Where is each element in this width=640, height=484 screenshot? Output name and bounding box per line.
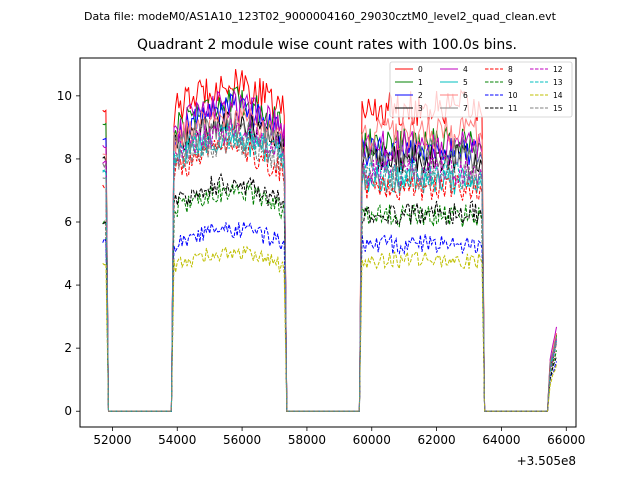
x-tick-label: 58000	[288, 433, 326, 447]
legend-label-12: 12	[553, 65, 563, 74]
legend-label-11: 11	[508, 104, 518, 113]
series-line-3	[102, 111, 557, 412]
legend-label-5: 5	[463, 78, 468, 87]
series-line-9	[102, 181, 557, 412]
x-tick-label: 64000	[482, 433, 520, 447]
axis-ticks: 52000 54000 56000 58000 60000 62000 64000 66000…	[57, 89, 586, 447]
series-line-11	[102, 172, 557, 412]
legend-label-14: 14	[553, 91, 563, 100]
series-line-7	[102, 112, 557, 412]
legend-label-2: 2	[418, 91, 423, 100]
y-tick-label: 8	[64, 152, 72, 166]
x-tick-label: 66000	[547, 433, 585, 447]
legend-label-1: 1	[418, 78, 423, 87]
legend-label-15: 15	[553, 104, 563, 113]
x-tick-label: 54000	[158, 433, 196, 447]
plot-area	[102, 69, 557, 412]
chart-title: Quadrant 2 module wise count rates with …	[137, 37, 517, 53]
y-tick-label: 0	[64, 404, 72, 418]
legend-label-6: 6	[463, 91, 468, 100]
legend-label-7: 7	[463, 104, 468, 113]
series-line-15	[102, 132, 557, 412]
legend-label-3: 3	[418, 104, 423, 113]
legend-label-8: 8	[508, 65, 513, 74]
legend-label-0: 0	[418, 65, 423, 74]
figure-suptitle: Data file: modeM0/AS1A10_123T02_90000041…	[84, 10, 557, 23]
legend-label-13: 13	[553, 78, 563, 87]
legend-frame	[389, 61, 573, 118]
series-line-10	[102, 221, 557, 412]
x-offset-label: +3.505e8	[517, 454, 576, 468]
x-tick-label: 62000	[418, 433, 456, 447]
axes-frame	[79, 57, 577, 428]
x-tick-label: 60000	[353, 433, 391, 447]
legend-label-4: 4	[463, 65, 468, 74]
y-tick-label: 4	[64, 278, 72, 292]
series-line-4	[102, 90, 557, 412]
x-tick-label: 52000	[93, 433, 131, 447]
legend-label-10: 10	[508, 91, 518, 100]
series-line-2	[102, 92, 557, 412]
y-tick-label: 6	[64, 215, 72, 229]
legend-label-9: 9	[508, 78, 513, 87]
y-tick-label: 10	[57, 89, 72, 103]
y-tick-label: 2	[64, 341, 72, 355]
series-line-14	[102, 245, 557, 412]
x-tick-label: 56000	[223, 433, 261, 447]
